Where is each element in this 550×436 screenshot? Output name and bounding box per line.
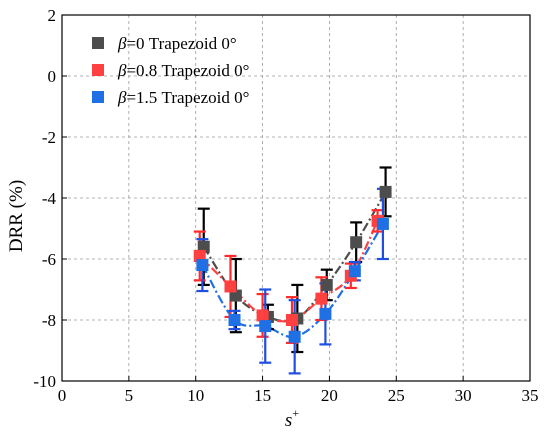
x-tick-label: 35 bbox=[522, 386, 539, 405]
y-tick-label: 0 bbox=[48, 67, 57, 86]
legend-label: β=0.8 Trapezoid 0° bbox=[117, 61, 249, 80]
x-tick-labels: 0 5 10 15 20 25 30 35 bbox=[58, 386, 539, 405]
data-point bbox=[259, 320, 272, 333]
y-tick-label: -8 bbox=[42, 311, 56, 330]
legend-label: β=1.5 Trapezoid 0° bbox=[117, 88, 249, 107]
y-tick-label: -4 bbox=[42, 189, 57, 208]
data-point bbox=[319, 307, 332, 320]
legend-label-text: =0 Trapezoid 0° bbox=[126, 34, 236, 53]
legend-marker bbox=[92, 37, 104, 49]
x-tick-label: 5 bbox=[125, 386, 134, 405]
y-tick-label: 2 bbox=[48, 6, 57, 25]
data-point bbox=[379, 185, 392, 198]
legend-marker bbox=[92, 64, 104, 76]
legend-label-symbol: β bbox=[117, 61, 127, 80]
data-point bbox=[315, 292, 328, 305]
data-markers bbox=[193, 185, 392, 343]
y-tick-labels: 2 0 -2 -4 -6 -8 -10 bbox=[33, 6, 56, 391]
axis-ticks bbox=[61, 14, 531, 382]
data-point bbox=[256, 309, 269, 322]
y-axis-title: DRR (%) bbox=[6, 180, 27, 252]
data-point bbox=[285, 314, 298, 326]
x-tick-label: 10 bbox=[187, 386, 204, 405]
legend-label-text: =0.8 Trapezoid 0° bbox=[126, 61, 249, 80]
x-axis-title: s+ bbox=[285, 406, 299, 431]
legend: β=0 Trapezoid 0°β=0.8 Trapezoid 0°β=1.5 … bbox=[92, 34, 249, 107]
data-point bbox=[288, 330, 301, 343]
data-point bbox=[376, 217, 389, 230]
data-point bbox=[350, 236, 363, 249]
legend-label-text: =1.5 Trapezoid 0° bbox=[126, 88, 249, 107]
data-point bbox=[228, 314, 241, 326]
x-tick-label: 25 bbox=[388, 386, 405, 405]
x-tick-label: 15 bbox=[254, 386, 271, 405]
x-axis-title-main: s bbox=[285, 410, 292, 431]
y-tick-label: -2 bbox=[42, 128, 56, 147]
x-axis-title-sup: + bbox=[292, 406, 299, 420]
legend-label-symbol: β bbox=[117, 34, 127, 53]
data-point bbox=[224, 280, 237, 293]
data-point bbox=[348, 265, 361, 278]
data-point bbox=[320, 278, 333, 291]
y-tick-label: -10 bbox=[33, 372, 56, 391]
legend-label-symbol: β bbox=[117, 88, 127, 107]
legend-marker bbox=[92, 91, 104, 103]
data-point bbox=[197, 240, 210, 253]
legend-label: β=0 Trapezoid 0° bbox=[117, 34, 237, 53]
data-point bbox=[193, 249, 206, 262]
y-tick-label: -6 bbox=[42, 250, 56, 269]
data-point bbox=[229, 289, 242, 302]
data-point bbox=[196, 259, 209, 272]
x-tick-label: 20 bbox=[321, 386, 338, 405]
x-tick-label: 0 bbox=[58, 386, 67, 405]
x-tick-label: 30 bbox=[455, 386, 472, 405]
